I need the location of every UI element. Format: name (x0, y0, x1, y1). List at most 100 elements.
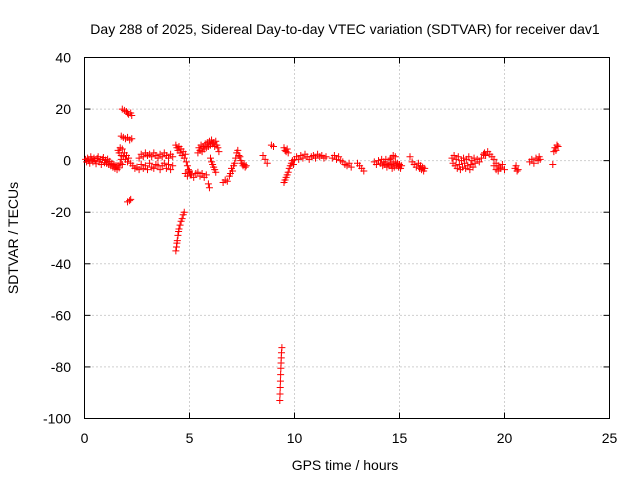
data-point (169, 162, 177, 170)
data-point (194, 168, 202, 176)
data-point (169, 153, 177, 161)
data-point (128, 135, 136, 143)
data-point (490, 155, 498, 163)
data-point (270, 142, 277, 150)
data-point (454, 153, 462, 161)
data-point (278, 344, 286, 352)
data-point (490, 162, 498, 170)
data-point (475, 158, 483, 166)
data-point (477, 154, 485, 162)
data-point (137, 161, 145, 169)
y-tick-label: -60 (51, 307, 71, 323)
data-point (391, 153, 399, 161)
data-point (482, 151, 490, 159)
data-point (86, 159, 94, 167)
data-point (180, 154, 188, 162)
data-point (299, 154, 307, 162)
data-point (180, 208, 188, 216)
data-points (82, 105, 562, 404)
data-point (165, 161, 172, 169)
y-axis-label: SDTVAR / TECUs (5, 182, 21, 294)
plot-frame (84, 57, 610, 419)
data-point (158, 153, 166, 161)
data-point (231, 159, 239, 167)
x-tick-label: 15 (392, 430, 408, 446)
data-point (135, 154, 143, 162)
data-point (128, 112, 136, 120)
y-tick-label: 40 (55, 50, 71, 66)
data-point (553, 141, 561, 149)
data-point (212, 137, 220, 145)
data-point (345, 159, 353, 167)
data-point (536, 155, 544, 163)
data-point (176, 221, 184, 229)
data-point (126, 197, 134, 205)
data-point (494, 167, 502, 175)
data-point (172, 247, 180, 255)
data-point (148, 153, 156, 161)
data-point (360, 167, 368, 175)
data-point (276, 377, 284, 385)
data-point (471, 159, 479, 167)
data-point (223, 177, 231, 185)
data-point (284, 149, 292, 157)
data-point (398, 162, 406, 170)
data-point (173, 237, 181, 245)
y-tick-labels: -100 -80 -60 -40 -20 0 20 40 (43, 50, 71, 427)
data-point (162, 164, 170, 172)
y-tick-label: -100 (43, 411, 71, 427)
data-point (512, 162, 520, 170)
data-point (124, 158, 132, 166)
data-point (125, 154, 133, 162)
data-point (496, 163, 504, 171)
data-point (465, 153, 473, 161)
data-point (115, 164, 123, 172)
data-point (421, 164, 429, 172)
data-point (513, 167, 521, 175)
data-point (178, 215, 186, 223)
data-point (261, 155, 269, 163)
data-point (215, 148, 223, 156)
data-point (150, 164, 158, 172)
y-tick-label: -20 (51, 204, 71, 220)
data-point (190, 173, 198, 181)
data-point (460, 154, 468, 162)
data-point (165, 154, 172, 162)
data-point (295, 155, 303, 163)
data-point (141, 162, 149, 170)
data-point (289, 161, 297, 169)
data-point (174, 231, 182, 239)
data-point (127, 195, 135, 203)
data-point (528, 155, 536, 163)
y-tick-label: -40 (51, 256, 71, 272)
data-point (229, 167, 237, 175)
data-point (322, 153, 330, 161)
data-point (212, 168, 220, 176)
data-point (386, 155, 394, 163)
data-point (552, 146, 560, 154)
data-point (276, 390, 284, 398)
data-point (450, 151, 458, 159)
data-point (156, 166, 164, 174)
x-axis-label: GPS time / hours (292, 457, 399, 473)
data-point (204, 180, 212, 188)
x-tick-label: 5 (186, 430, 194, 446)
data-point (241, 163, 249, 171)
data-point (183, 162, 191, 170)
data-point (139, 153, 147, 161)
data-point (347, 163, 355, 171)
x-tick-label: 0 (81, 430, 89, 446)
x-tick-labels: 0 5 10 15 20 25 (81, 430, 618, 446)
data-point (453, 164, 461, 172)
data-point (183, 172, 191, 180)
data-point (242, 162, 250, 170)
y-tick-label: 0 (63, 153, 71, 169)
data-point (198, 170, 206, 178)
data-point (92, 160, 100, 168)
data-point (372, 161, 380, 169)
axis-ticks (84, 57, 610, 419)
data-point (530, 159, 538, 167)
data-point (501, 166, 508, 174)
data-point (235, 151, 243, 159)
data-point (118, 145, 126, 153)
